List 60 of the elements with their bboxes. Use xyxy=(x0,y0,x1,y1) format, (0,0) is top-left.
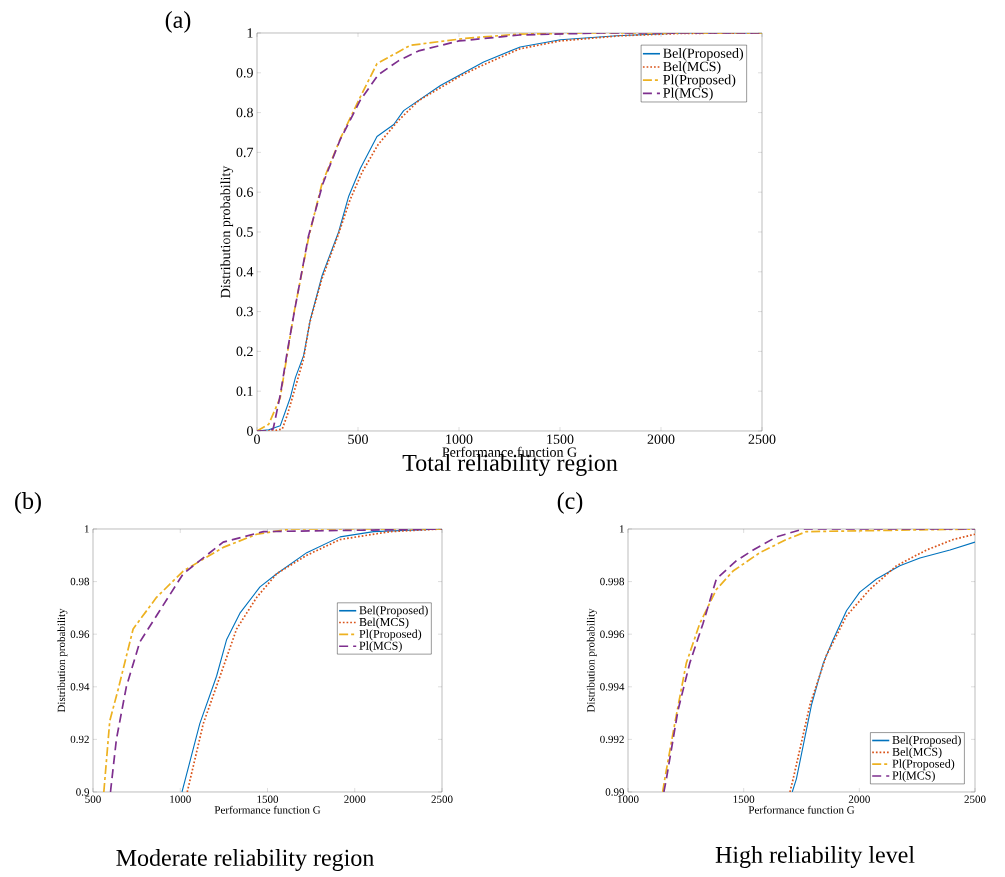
y-tick-label: 0.2 xyxy=(236,346,253,357)
y-tick-label: 0.5 xyxy=(236,227,253,237)
x-axis-title: Performance function G xyxy=(748,805,855,814)
x-tick-label: 1500 xyxy=(257,795,279,803)
legend-label: Pl(MCS) xyxy=(663,87,713,101)
legend-label: Pl(MCS) xyxy=(892,771,935,782)
legend-label: Pl(Proposed) xyxy=(663,74,736,88)
y-tick-label: 0.994 xyxy=(600,683,625,691)
y-tick-label: 0.1 xyxy=(236,386,253,396)
text: Moderate reliability region xyxy=(116,849,374,871)
y-tick-label: 1 xyxy=(84,525,89,533)
text: High reliability level xyxy=(715,846,915,868)
x-tick-label: 1500 xyxy=(547,434,574,444)
y-tick-label: 0.3 xyxy=(236,306,253,317)
y-tick-label: 0.96 xyxy=(70,630,90,638)
legend-label: Bel(MCS) xyxy=(359,617,409,629)
legend-label: Bel(Proposed) xyxy=(663,48,744,61)
y-axis-title: Distribution probability xyxy=(220,165,234,298)
x-tick-label: 2000 xyxy=(647,434,675,444)
y-tick-label: 0.996 xyxy=(600,630,625,638)
y-tick-label: 1 xyxy=(619,525,624,533)
y-tick-label: 0.7 xyxy=(236,147,254,158)
legend-label: Bel(MCS) xyxy=(663,61,721,75)
legend-label: Bel(Proposed) xyxy=(359,605,428,617)
legend-label: Pl(Proposed) xyxy=(892,759,955,771)
y-tick-label: 0.94 xyxy=(70,683,90,691)
y-tick-label: 0 xyxy=(247,426,253,436)
y-tick-label: 0.8 xyxy=(236,107,253,118)
legend-label: Pl(MCS) xyxy=(359,641,402,653)
y-tick-label: 0.92 xyxy=(70,735,89,744)
legend-label: Bel(MCS) xyxy=(892,747,942,759)
y-tick-label: 0.9 xyxy=(236,68,253,78)
x-tick-label: 1500 xyxy=(733,795,755,803)
y-tick-label: 0.99 xyxy=(605,788,625,796)
x-axis-title: Performance function G xyxy=(214,805,321,814)
chart-title: (a) xyxy=(165,11,191,33)
y-tick-label: 0.6 xyxy=(236,187,254,197)
y-axis-title: Distribution probability xyxy=(586,608,597,713)
x-tick-label: 1000 xyxy=(446,434,473,444)
line-series xyxy=(257,32,762,431)
y-tick-label: 0.992 xyxy=(600,735,624,744)
x-tick-label: 2000 xyxy=(848,795,870,803)
x-tick-label: 1000 xyxy=(170,795,191,803)
x-tick-label: 500 xyxy=(85,795,101,803)
x-tick-label: 2500 xyxy=(748,434,776,444)
y-tick-label: 0.98 xyxy=(70,577,90,586)
x-tick-label: 2500 xyxy=(964,795,986,803)
x-tick-label: 500 xyxy=(348,434,368,444)
y-tick-label: 1 xyxy=(247,28,253,38)
chart-title: (b) xyxy=(15,492,41,514)
legend-label: Pl(Proposed) xyxy=(359,629,422,641)
legend-label: Bel(Proposed) xyxy=(892,735,961,747)
x-tick-label: 2500 xyxy=(431,795,453,803)
y-axis-title: Distribution probability xyxy=(57,608,68,713)
chart-title: (c) xyxy=(557,492,583,514)
y-tick-label: 0.4 xyxy=(236,267,254,277)
x-tick-label: 1000 xyxy=(617,795,639,803)
x-tick-label: 2000 xyxy=(344,795,366,803)
y-tick-label: 0.9 xyxy=(76,788,90,796)
y-tick-label: 0.998 xyxy=(600,577,625,586)
